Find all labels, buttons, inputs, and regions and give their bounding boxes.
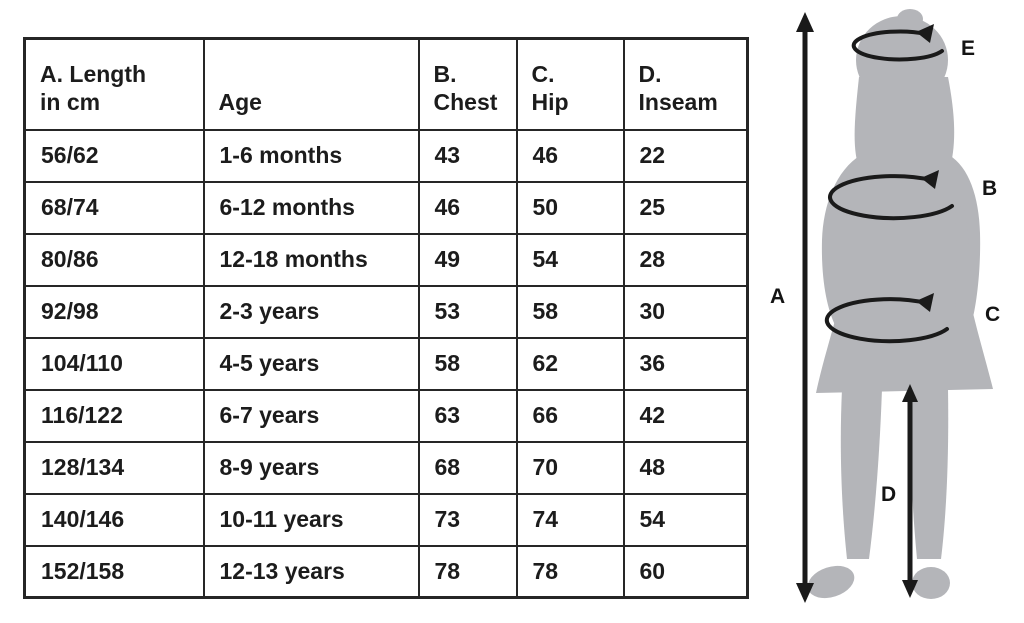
label-chest-b: B [982, 177, 997, 200]
cell-age: 1-6 months [202, 128, 420, 183]
cell-length: 140/146 [23, 492, 205, 547]
header-inseam: D. Inseam [622, 37, 749, 131]
cell-inseam: 22 [622, 128, 749, 183]
cell-hip: 66 [515, 388, 625, 443]
label-head-e: E [961, 37, 975, 60]
cell-hip: 46 [515, 128, 625, 183]
cell-age: 4-5 years [202, 336, 420, 391]
header-length: A. Length in cm [23, 37, 205, 131]
cell-chest: 73 [417, 492, 518, 547]
child-silhouette-image [807, 9, 993, 599]
table-row: 56/62 1-6 months 43 46 22 [23, 128, 749, 183]
size-chart-table: A. Length in cm Age B. Chest C. Hip D. I… [23, 37, 749, 599]
cell-chest: 78 [417, 544, 518, 599]
cell-chest: 53 [417, 284, 518, 339]
cell-length: 152/158 [23, 544, 205, 599]
label-hip-c: C [985, 303, 1000, 326]
measurement-figure: A E B C D [765, 5, 1021, 620]
cell-chest: 63 [417, 388, 518, 443]
label-inseam-d: D [881, 483, 896, 506]
cell-chest: 68 [417, 440, 518, 495]
cell-inseam: 42 [622, 388, 749, 443]
cell-age: 6-7 years [202, 388, 420, 443]
cell-length: 80/86 [23, 232, 205, 287]
cell-age: 8-9 years [202, 440, 420, 495]
cell-inseam: 30 [622, 284, 749, 339]
cell-hip: 54 [515, 232, 625, 287]
cell-hip: 74 [515, 492, 625, 547]
cell-chest: 58 [417, 336, 518, 391]
cell-age: 12-18 months [202, 232, 420, 287]
cell-age: 12-13 years [202, 544, 420, 599]
cell-length: 56/62 [23, 128, 205, 183]
cell-length: 116/122 [23, 388, 205, 443]
table-row: 68/74 6-12 months 46 50 25 [23, 180, 749, 235]
cell-inseam: 28 [622, 232, 749, 287]
table-row: 104/110 4-5 years 58 62 36 [23, 336, 749, 391]
cell-length: 128/134 [23, 440, 205, 495]
cell-inseam: 36 [622, 336, 749, 391]
cell-age: 2-3 years [202, 284, 420, 339]
table-row: 80/86 12-18 months 49 54 28 [23, 232, 749, 287]
table-row: 116/122 6-7 years 63 66 42 [23, 388, 749, 443]
cell-inseam: 48 [622, 440, 749, 495]
header-chest: B. Chest [417, 37, 518, 131]
cell-length: 104/110 [23, 336, 205, 391]
head-circumference-arrow-icon [851, 24, 944, 62]
cell-length: 68/74 [23, 180, 205, 235]
table-header-row: A. Length in cm Age B. Chest C. Hip D. I… [23, 37, 749, 131]
cell-inseam: 25 [622, 180, 749, 235]
hip-circumference-arrow-icon [824, 293, 949, 344]
label-height-a: A [770, 285, 785, 308]
cell-hip: 58 [515, 284, 625, 339]
cell-length: 92/98 [23, 284, 205, 339]
chest-circumference-arrow-icon [828, 170, 954, 221]
cell-inseam: 60 [622, 544, 749, 599]
table-row: 128/134 8-9 years 68 70 48 [23, 440, 749, 495]
header-hip: C. Hip [515, 37, 625, 131]
table-row: 92/98 2-3 years 53 58 30 [23, 284, 749, 339]
cell-age: 10-11 years [202, 492, 420, 547]
cell-chest: 46 [417, 180, 518, 235]
inseam-arrow-icon [902, 384, 918, 598]
cell-chest: 49 [417, 232, 518, 287]
cell-age: 6-12 months [202, 180, 420, 235]
header-age: Age [202, 37, 420, 131]
cell-hip: 62 [515, 336, 625, 391]
cell-chest: 43 [417, 128, 518, 183]
cell-inseam: 54 [622, 492, 749, 547]
table-row: 152/158 12-13 years 78 78 60 [23, 544, 749, 599]
cell-hip: 70 [515, 440, 625, 495]
height-arrow-icon [796, 12, 814, 603]
cell-hip: 78 [515, 544, 625, 599]
table-row: 140/146 10-11 years 73 74 54 [23, 492, 749, 547]
cell-hip: 50 [515, 180, 625, 235]
